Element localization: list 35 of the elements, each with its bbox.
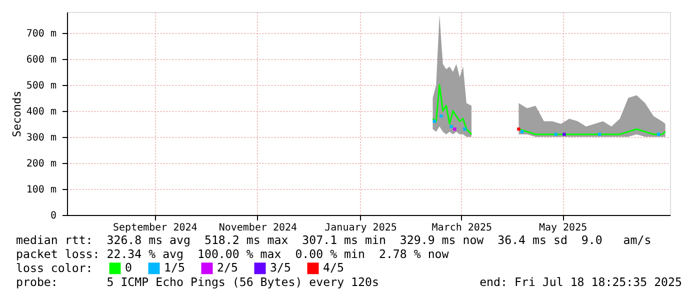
legend-label: 4/5: [323, 260, 344, 274]
legend-label: 1/5: [164, 260, 185, 274]
y-tick-label: 400 m: [26, 106, 56, 118]
text: packet loss: 22.34 % avg 100.00 % max 0.00 % min 2.78 % now: [16, 247, 449, 261]
text: probe: 5 ICMP Echo Pings (56 Bytes) every 120s: [16, 275, 379, 289]
x-tick-label: March 2025: [432, 222, 492, 234]
y-tick-label: 500 m: [26, 80, 56, 92]
point: [453, 128, 456, 131]
y-axis-title: Seconds: [10, 90, 24, 138]
point: [517, 128, 520, 131]
y-tick-label: 600 m: [26, 54, 56, 66]
point: [562, 132, 566, 136]
point: [554, 132, 558, 136]
x-tick-label: September 2024: [112, 222, 198, 234]
text: median rtt: 326.8 ms avg 518.2 ms max 307.1 ms min 329.9 ms now 36.4 ms sd 9.0 am/s: [16, 233, 652, 247]
legend-label: 3/5: [270, 260, 291, 274]
legend-label: 0: [125, 260, 132, 274]
x-tick-label: November 2024: [218, 222, 298, 234]
y-tick-label: 700 m: [26, 28, 56, 40]
point: [450, 124, 453, 128]
legend-label: 2/5: [217, 260, 238, 274]
point: [598, 132, 602, 136]
y-tick-label: 300 m: [26, 132, 56, 144]
point: [657, 132, 660, 136]
x-tick-label: January 2025: [324, 222, 397, 234]
text: end: Fri Jul 18 18:25:35 2025: [480, 275, 682, 289]
y-tick-label: 100 m: [26, 184, 56, 196]
point: [520, 130, 524, 134]
y-tick-label: 200 m: [26, 158, 56, 170]
point: [440, 114, 443, 118]
point: [463, 128, 466, 131]
point: [432, 120, 436, 123]
y-tick-label: 0: [50, 210, 56, 222]
legend-title: loss color:: [16, 261, 93, 275]
x-tick-label: May 2025: [538, 222, 588, 234]
